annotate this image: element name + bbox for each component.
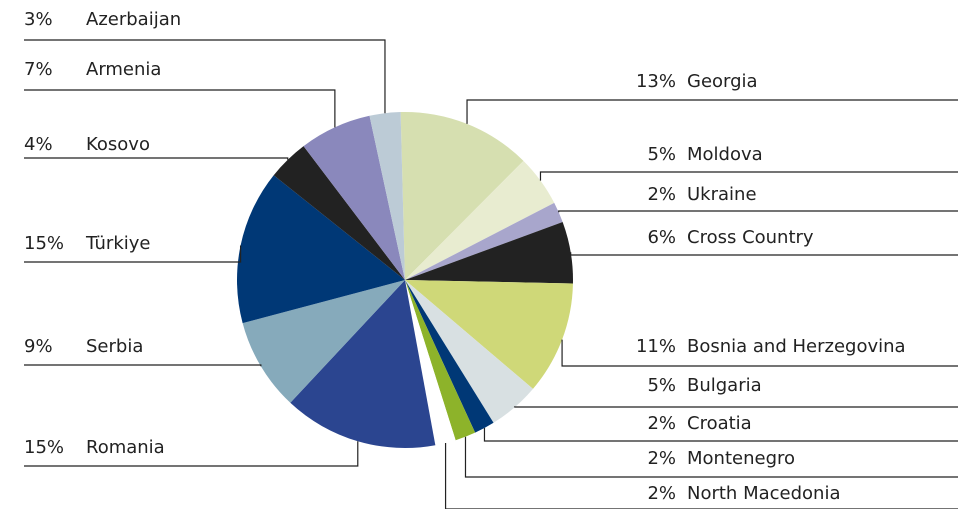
slice-label: North Macedonia <box>687 483 840 504</box>
slice-label: Georgia <box>687 71 758 92</box>
slice-value-label: 9% <box>24 336 53 357</box>
slice-value-label: 4% <box>24 134 53 155</box>
slice-label: Romania <box>86 437 165 458</box>
pie-slice <box>405 221 573 284</box>
slice-label: Azerbaijan <box>86 9 181 30</box>
slice-value-label: 2% <box>647 483 676 504</box>
pie-slice <box>290 280 436 448</box>
slice-label: Serbia <box>86 336 143 357</box>
leader-line <box>558 210 958 213</box>
pie-slice <box>405 280 476 441</box>
leader-line <box>444 443 958 509</box>
pie-slice <box>405 202 563 280</box>
slice-value-label: 3% <box>24 9 53 30</box>
slice-value-label: 2% <box>647 448 676 469</box>
slice-label: Moldova <box>687 144 763 165</box>
pie-slice <box>242 280 405 403</box>
slice-label: Kosovo <box>86 134 150 155</box>
leader-line <box>24 39 386 114</box>
slice-value-label: 13% <box>636 71 676 92</box>
pie-slice <box>303 115 405 281</box>
leader-line <box>24 364 262 367</box>
pie-slice <box>405 280 533 423</box>
pie-slice <box>369 112 405 280</box>
slice-label: Ukraine <box>687 184 757 205</box>
slice-label: Bulgaria <box>687 375 762 396</box>
pie-slice <box>405 160 555 280</box>
slice-value-label: 15% <box>24 437 64 458</box>
leader-line <box>570 252 958 256</box>
slice-label: Armenia <box>86 59 161 80</box>
slice-value-label: 5% <box>647 375 676 396</box>
leader-line <box>464 436 958 478</box>
slice-label: Bosnia and Herzegovina <box>687 336 906 357</box>
slice-value-label: 5% <box>647 144 676 165</box>
leader-line <box>24 245 242 263</box>
slice-value-label: 2% <box>647 413 676 434</box>
pie-slice <box>400 112 524 281</box>
pie-slice <box>405 280 494 433</box>
pie-slice <box>405 280 573 389</box>
slice-label: Cross Country <box>687 227 814 248</box>
pie-slice <box>405 280 456 446</box>
leader-line <box>561 339 958 367</box>
leader-line <box>24 157 289 160</box>
slice-label: Montenegro <box>687 448 795 469</box>
pie-slice <box>237 175 405 324</box>
leader-line <box>24 441 359 467</box>
slice-value-label: 11% <box>636 336 676 357</box>
leader-line <box>539 171 958 181</box>
slice-value-label: 15% <box>24 233 64 254</box>
leader-line <box>483 428 958 442</box>
slice-label: Croatia <box>687 413 752 434</box>
slice-value-label: 7% <box>24 59 53 80</box>
slice-value-label: 6% <box>647 227 676 248</box>
pie-slice <box>273 146 405 280</box>
leader-line <box>466 99 958 124</box>
leader-line <box>24 89 336 128</box>
slice-label: Türkiye <box>85 233 151 254</box>
slice-value-label: 2% <box>647 184 676 205</box>
